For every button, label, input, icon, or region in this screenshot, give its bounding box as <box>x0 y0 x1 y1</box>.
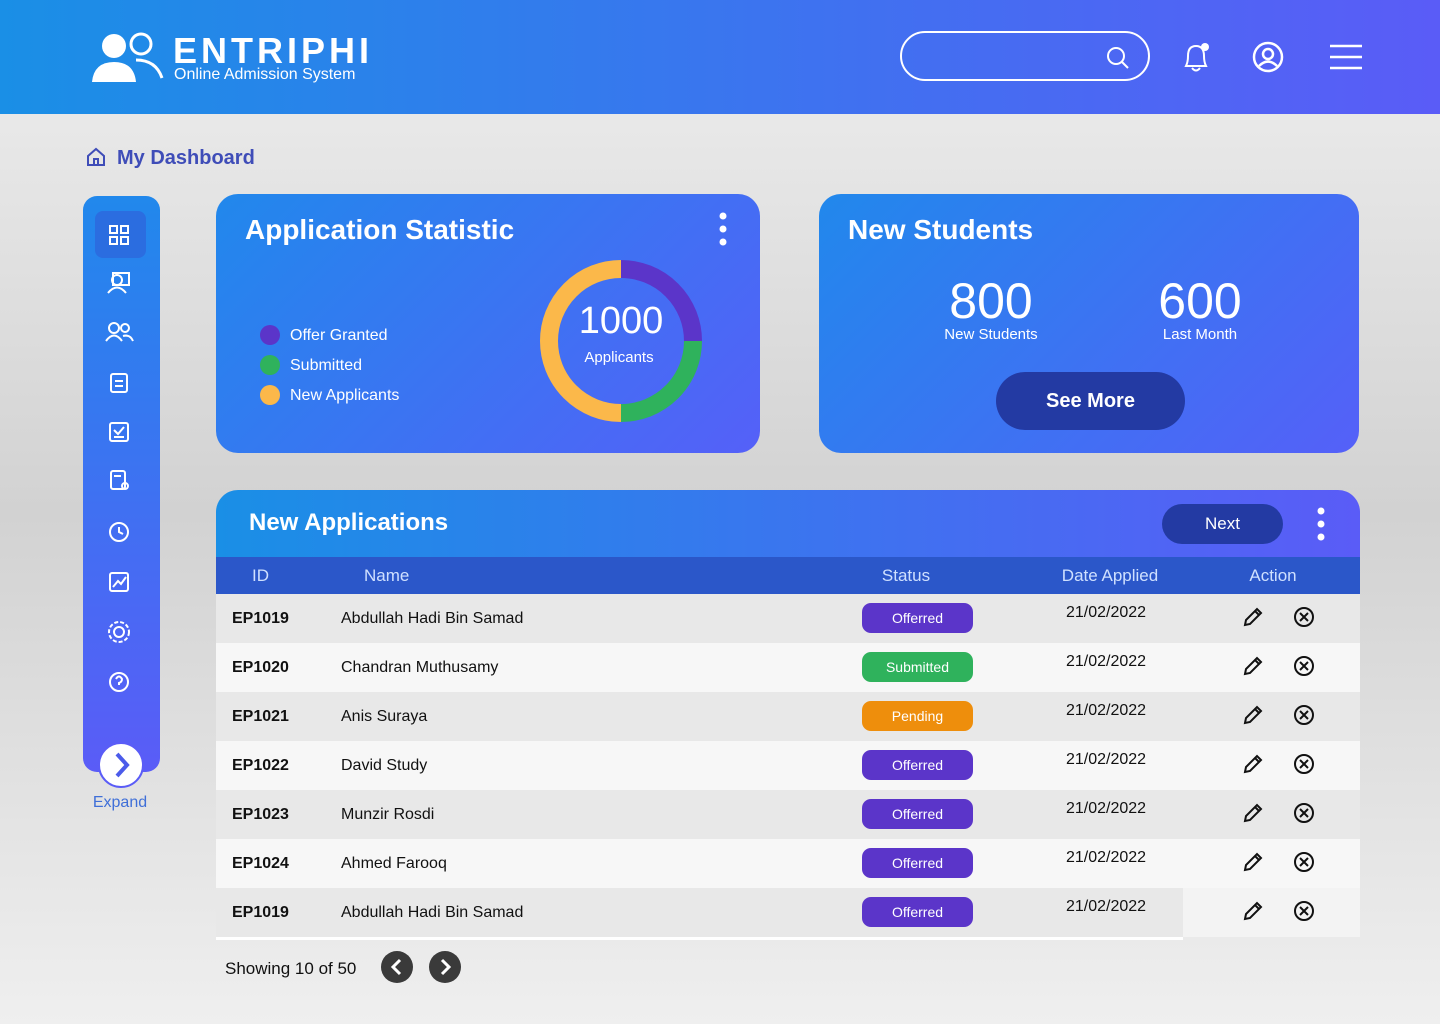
card-title: Application Statistic <box>245 214 515 245</box>
pagination-text: Showing 10 of 50 <box>225 959 357 978</box>
sidebar-icons[interactable] <box>83 196 160 772</box>
brand: ENTRIPHI <box>173 30 374 71</box>
logo <box>92 32 164 82</box>
table-row: EP1021 Anis Suraya Pending 21/02/2022 <box>216 692 1360 741</box>
status-badge: Offerred <box>862 799 973 829</box>
stat-value: 800 <box>949 273 1033 329</box>
legend-dot <box>260 355 280 375</box>
cell-id: EP1020 <box>232 658 289 676</box>
cell-id: EP1023 <box>232 805 289 823</box>
cell-id: EP1024 <box>232 854 289 872</box>
bell-icon[interactable] <box>1180 40 1212 74</box>
cell-id: EP1022 <box>232 756 289 774</box>
table-row: EP1022 David Study Offerred 21/02/2022 <box>216 741 1360 790</box>
status-badge: Offerred <box>862 897 973 927</box>
home-icon <box>87 147 105 166</box>
stat-label: Last Month <box>1162 326 1238 343</box>
applications-header: New Applications Next <box>216 490 1360 557</box>
cell-name: Munzir Rosdi <box>341 805 435 823</box>
action-icons[interactable] <box>1236 790 1336 839</box>
cell-date: 21/02/2022 <box>1066 751 1147 768</box>
donut-segment <box>620 260 702 342</box>
cell-id: EP1021 <box>232 707 289 725</box>
cell-id: EP1019 <box>232 903 289 921</box>
center-label: Applicants <box>584 349 653 366</box>
legend-dot <box>260 325 280 345</box>
legend-label: Submitted <box>290 357 363 374</box>
donut-chart: 1000 Applicants <box>540 260 702 422</box>
column-header: Date Applied <box>1061 565 1159 585</box>
card-title: New Students <box>848 214 1034 245</box>
table-row: EP1019 Abdullah Hadi Bin Samad Offerred 21/… <box>216 888 1360 937</box>
header: ENTRIPHI Online Admission System <box>0 0 1440 114</box>
sidebar <box>83 196 160 772</box>
legend-label: Offer Granted <box>290 327 388 344</box>
status-badge: Offerred <box>862 603 973 633</box>
search-box[interactable] <box>900 31 1150 81</box>
more-icon[interactable] <box>1314 507 1328 541</box>
menu-icon[interactable] <box>1330 44 1362 70</box>
donut-segment <box>620 340 702 422</box>
action-icons[interactable] <box>1236 741 1336 790</box>
status-badge: Offerred <box>862 750 973 780</box>
more-icon[interactable] <box>716 212 730 246</box>
action-icons[interactable] <box>1236 643 1336 692</box>
status-badge: Offerred <box>862 848 973 878</box>
cell-name: Abdullah Hadi Bin Samad <box>341 903 524 921</box>
table-row: EP1023 Munzir Rosdi Offerred 21/02/2022 <box>216 790 1360 839</box>
status-badge: Pending <box>862 701 973 731</box>
next-button[interactable]: Next <box>1162 504 1283 544</box>
pagination[interactable] <box>380 950 464 984</box>
action-icons[interactable] <box>1236 692 1336 741</box>
see-more-button[interactable]: See More <box>996 372 1185 430</box>
expand-button[interactable] <box>97 741 145 789</box>
search-icon <box>1107 47 1129 69</box>
cell-date: 21/02/2022 <box>1066 849 1147 866</box>
column-header: Action <box>1249 565 1297 585</box>
legend-dot <box>260 385 280 405</box>
stat-label: New Students <box>944 326 1038 343</box>
stat-value: 600 <box>1158 273 1242 329</box>
legend-label: New Applicants <box>290 387 400 404</box>
cell-date: 21/02/2022 <box>1066 898 1147 915</box>
center-value: 1000 <box>579 300 664 342</box>
tagline: Online Admission System <box>174 66 356 83</box>
column-header: Status <box>881 565 931 585</box>
donut-segment <box>540 260 622 422</box>
cell-date: 21/02/2022 <box>1066 604 1147 621</box>
sidebar-active <box>95 211 146 258</box>
action-icons[interactable] <box>1236 888 1336 937</box>
cell-date: 21/02/2022 <box>1066 800 1147 817</box>
action-icons[interactable] <box>1236 839 1336 888</box>
cell-date: 21/02/2022 <box>1066 702 1147 719</box>
table-row: EP1019 Abdullah Hadi Bin Samad Offerred 21/… <box>216 594 1360 643</box>
cell-name: Anis Suraya <box>341 707 428 725</box>
table-title: New Applications <box>249 509 449 536</box>
cell-name: Abdullah Hadi Bin Samad <box>341 609 524 627</box>
status-badge: Submitted <box>862 652 973 682</box>
expand-label: Expand <box>92 794 148 811</box>
breadcrumb: My Dashboard <box>117 147 255 169</box>
user-icon[interactable] <box>1252 41 1284 73</box>
table-row: EP1020 Chandran Muthusamy Submitted 21/02/2… <box>216 643 1360 692</box>
cell-id: EP1019 <box>232 609 289 627</box>
column-header: ID <box>252 565 269 585</box>
table-row: EP1024 Ahmed Farooq Offerred 21/02/2022 <box>216 839 1360 888</box>
table-head: ID Name Status Date Applied Action <box>216 557 1360 594</box>
cell-name: David Study <box>341 756 428 774</box>
cell-name: Ahmed Farooq <box>341 854 447 872</box>
cell-date: 21/02/2022 <box>1066 653 1147 670</box>
students-card: New Students 800 New Students 600 Last M… <box>819 194 1359 453</box>
cell-name: Chandran Muthusamy <box>341 658 499 676</box>
table-bottom <box>216 937 1183 940</box>
statistic-card: Application Statistic Offer Granted Submi… <box>216 194 760 453</box>
column-header: Name <box>364 565 410 585</box>
action-icons[interactable] <box>1236 594 1336 643</box>
